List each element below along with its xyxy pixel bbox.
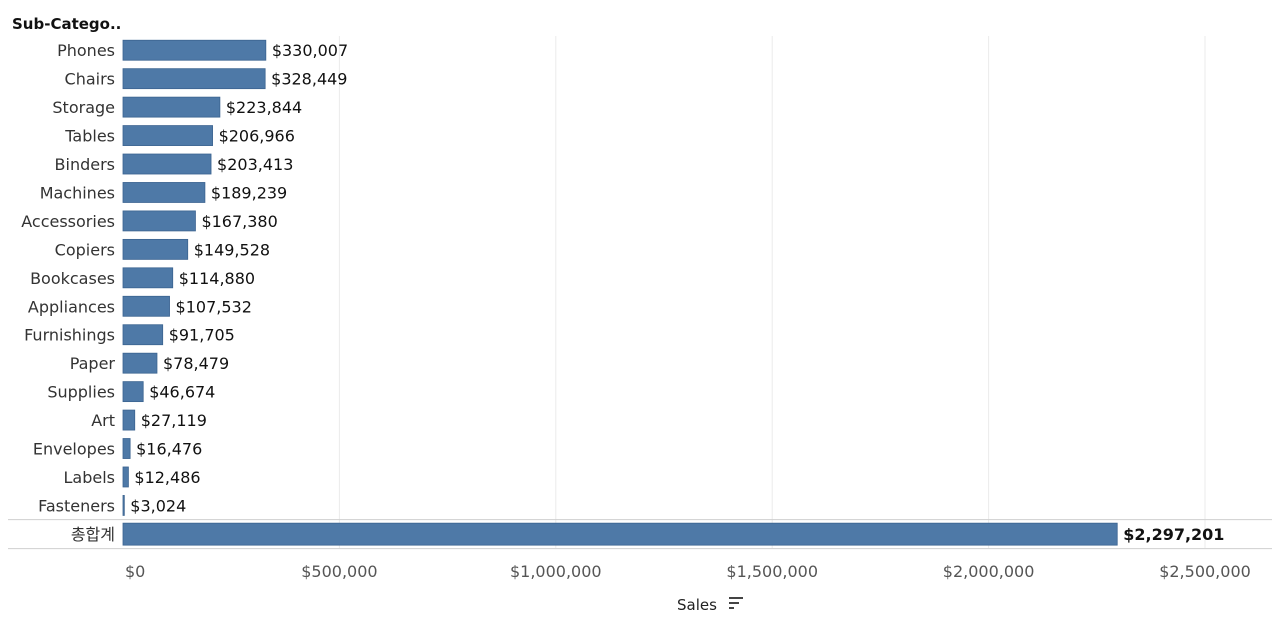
x-tick-label: $1,500,000 (726, 562, 818, 581)
value-label: $16,476 (136, 440, 202, 459)
sort-icon[interactable] (729, 597, 743, 609)
bar[interactable] (122, 267, 174, 289)
value-label: $167,380 (201, 212, 277, 231)
total-value-label: $2,297,201 (1123, 525, 1224, 544)
category-label: Appliances (28, 297, 115, 316)
category-label: Storage (52, 98, 115, 117)
bar[interactable] (122, 39, 267, 61)
category-label: Binders (55, 155, 115, 174)
value-label: $91,705 (169, 326, 235, 345)
category-label: Art (91, 411, 115, 430)
category-label: Phones (57, 41, 115, 60)
bar[interactable] (122, 295, 170, 317)
value-label: $3,024 (130, 496, 186, 515)
gridlines (8, 36, 1272, 550)
value-label: $149,528 (194, 240, 270, 259)
value-label: $107,532 (176, 297, 252, 316)
bar[interactable] (122, 438, 131, 459)
total-label: 총합계 (71, 525, 115, 544)
labels: Phones $330,007 Chairs $328,449 Storage $223,… (21, 41, 1251, 581)
x-tick-label: $1,000,000 (510, 562, 602, 581)
category-label: Envelopes (33, 440, 115, 459)
value-label: $189,239 (211, 183, 287, 202)
bar[interactable] (122, 153, 212, 175)
bars (122, 39, 1118, 546)
category-label: Copiers (55, 240, 115, 259)
bar[interactable] (122, 182, 206, 203)
x-tick-label: $500,000 (301, 562, 377, 581)
category-label: Bookcases (30, 269, 115, 288)
bar[interactable] (122, 352, 158, 374)
bar[interactable] (122, 409, 136, 431)
x-tick-label: $0 (125, 562, 145, 581)
bar[interactable] (122, 96, 221, 118)
value-label: $46,674 (149, 383, 215, 402)
value-label: $223,844 (226, 98, 302, 117)
category-label: Paper (70, 354, 116, 373)
value-label: $330,007 (272, 41, 348, 60)
category-label: Supplies (47, 383, 115, 402)
category-label: Labels (64, 468, 116, 487)
total-bar[interactable] (122, 522, 1118, 546)
row-header-label: Sub-Catego.. (12, 15, 121, 33)
value-label: $114,880 (179, 269, 255, 288)
bar[interactable] (122, 68, 266, 90)
category-label: Machines (40, 183, 115, 202)
bar[interactable] (122, 324, 164, 346)
bar[interactable] (122, 466, 129, 488)
value-label: $203,413 (217, 155, 293, 174)
x-tick-label: $2,000,000 (943, 562, 1035, 581)
category-label: Tables (64, 127, 115, 146)
x-axis-title[interactable]: Sales (677, 596, 717, 614)
category-label: Accessories (21, 212, 115, 231)
value-label: $27,119 (141, 411, 207, 430)
value-label: $12,486 (134, 468, 200, 487)
bar[interactable] (122, 125, 213, 146)
bar[interactable] (122, 495, 125, 516)
value-label: $206,966 (219, 127, 295, 146)
bar[interactable] (122, 238, 189, 260)
category-label: Fasteners (38, 496, 115, 515)
category-label: Chairs (65, 70, 115, 89)
category-label: Furnishings (24, 326, 115, 345)
value-label: $328,449 (271, 70, 347, 89)
bar[interactable] (122, 381, 144, 403)
bar[interactable] (122, 210, 196, 232)
value-label: $78,479 (163, 354, 229, 373)
x-tick-label: $2,500,000 (1159, 562, 1251, 581)
